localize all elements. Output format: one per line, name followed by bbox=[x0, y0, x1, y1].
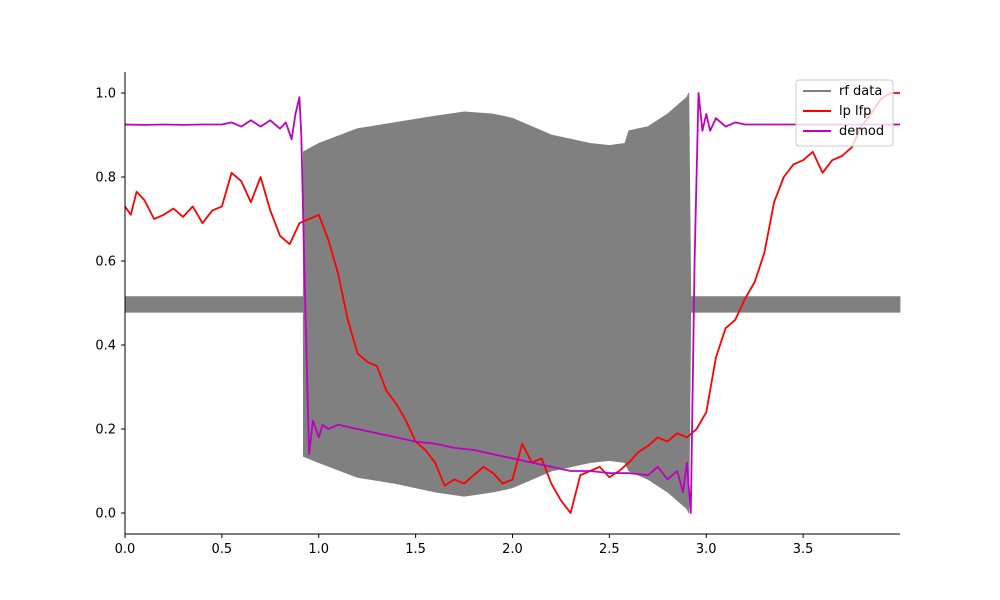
y-tick-label: 0.0 bbox=[95, 507, 116, 522]
series-lp-lfp bbox=[124, 92, 900, 514]
x-tick-label: 3.5 bbox=[793, 542, 814, 557]
x-tick-label: 1.5 bbox=[405, 542, 426, 557]
x-tick-label: 1.0 bbox=[308, 542, 329, 557]
legend-label-rf-data: rf data bbox=[839, 84, 882, 99]
x-tick-label: 0.5 bbox=[212, 542, 233, 557]
legend: rf data lp lfp demod bbox=[795, 79, 894, 147]
series-rf-data bbox=[124, 92, 901, 514]
legend-label-lp-lfp: lp lfp bbox=[839, 104, 871, 119]
y-tick-label: 0.2 bbox=[95, 423, 116, 438]
x-tick-label: 2.0 bbox=[502, 542, 523, 557]
series-demod bbox=[124, 92, 900, 514]
x-tick-label: 2.5 bbox=[599, 542, 620, 557]
y-tick-label: 1.0 bbox=[95, 87, 116, 102]
axes: 0.0 0.5 1.0 1.5 2.0 2.5 3.0 3.5 0.0 0.2 0.4 0.6 0.8 1… bbox=[95, 72, 900, 557]
y-tick-label: 0.8 bbox=[95, 171, 116, 186]
y-tick-label: 0.4 bbox=[95, 339, 116, 354]
y-tick-label: 0.6 bbox=[95, 255, 116, 270]
plot-area bbox=[124, 92, 901, 514]
legend-frame bbox=[795, 79, 894, 147]
legend-label-demod: demod bbox=[839, 124, 884, 139]
x-tick-label: 3.0 bbox=[696, 542, 717, 557]
x-tick-label: 0.0 bbox=[115, 542, 136, 557]
